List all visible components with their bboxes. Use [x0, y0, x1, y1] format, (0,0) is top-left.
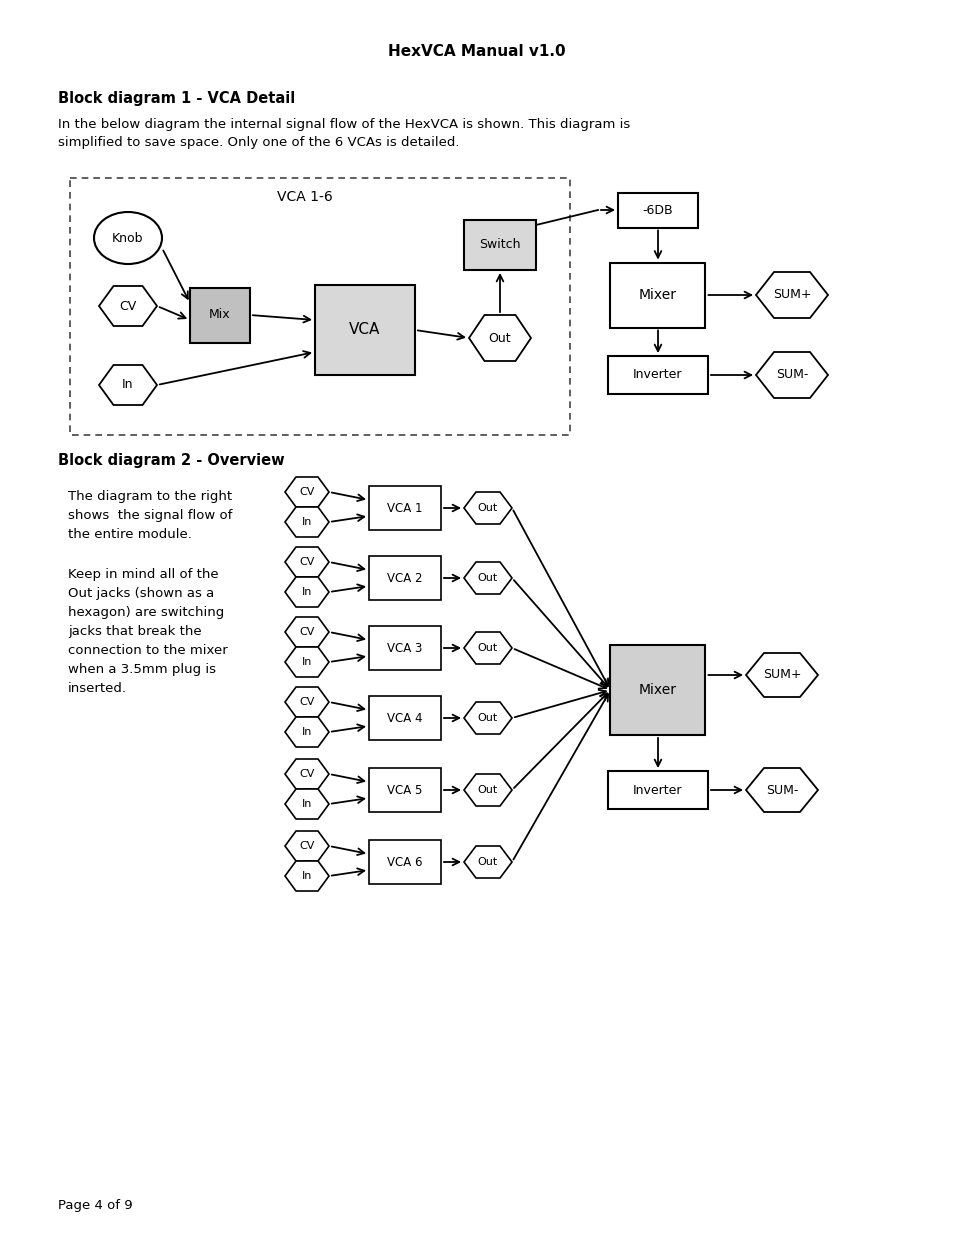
Polygon shape: [463, 846, 512, 878]
Text: Out: Out: [477, 713, 497, 722]
Text: -6DB: -6DB: [642, 204, 673, 216]
Text: Out: Out: [477, 785, 497, 795]
Text: In: In: [301, 657, 312, 667]
Text: In: In: [301, 799, 312, 809]
Text: Mix: Mix: [209, 309, 231, 321]
Text: VCA 6: VCA 6: [387, 856, 422, 868]
Polygon shape: [285, 760, 329, 789]
Polygon shape: [285, 687, 329, 718]
Bar: [607, 356, 707, 394]
Text: VCA 1: VCA 1: [387, 501, 422, 515]
Polygon shape: [285, 789, 329, 819]
Text: Page 4 of 9: Page 4 of 9: [58, 1198, 132, 1212]
Text: CV: CV: [119, 300, 136, 312]
Text: The diagram to the right
shows  the signal flow of
the entire module.: The diagram to the right shows the signa…: [68, 490, 233, 541]
Polygon shape: [285, 861, 329, 890]
Text: In: In: [301, 517, 312, 527]
Text: CV: CV: [299, 769, 314, 779]
Text: Block diagram 2 - Overview: Block diagram 2 - Overview: [58, 452, 284, 468]
Polygon shape: [285, 477, 329, 508]
Text: CV: CV: [299, 627, 314, 637]
Bar: [369, 487, 440, 530]
Text: VCA 2: VCA 2: [387, 572, 422, 584]
Bar: [618, 193, 698, 227]
Polygon shape: [463, 774, 512, 806]
Bar: [610, 263, 705, 327]
Polygon shape: [463, 632, 512, 664]
Bar: [369, 556, 440, 600]
Text: Block diagram 1 - VCA Detail: Block diagram 1 - VCA Detail: [58, 90, 294, 105]
Bar: [369, 626, 440, 671]
Polygon shape: [285, 647, 329, 677]
Text: Keep in mind all of the
Out jacks (shown as a
hexagon) are switching
jacks that : Keep in mind all of the Out jacks (shown…: [68, 568, 228, 695]
Text: In: In: [301, 587, 312, 597]
Text: SUM+: SUM+: [772, 289, 810, 301]
Text: VCA 5: VCA 5: [387, 783, 422, 797]
Text: In: In: [301, 727, 312, 737]
Text: In: In: [122, 378, 133, 391]
Text: CV: CV: [299, 841, 314, 851]
Bar: [610, 645, 705, 735]
Text: VCA 4: VCA 4: [387, 711, 422, 725]
Polygon shape: [285, 718, 329, 747]
Text: VCA 3: VCA 3: [387, 641, 422, 655]
Text: Inverter: Inverter: [633, 368, 682, 382]
Polygon shape: [463, 562, 512, 594]
Polygon shape: [285, 547, 329, 577]
Bar: [607, 771, 707, 809]
Text: Inverter: Inverter: [633, 783, 682, 797]
Text: Mixer: Mixer: [639, 683, 677, 697]
Text: HexVCA Manual v1.0: HexVCA Manual v1.0: [388, 44, 565, 59]
Polygon shape: [99, 366, 157, 405]
Text: CV: CV: [299, 557, 314, 567]
Bar: [463, 220, 536, 270]
Text: SUM-: SUM-: [765, 783, 798, 797]
Polygon shape: [99, 287, 157, 326]
Polygon shape: [285, 508, 329, 537]
Text: In the below diagram the internal signal flow of the HexVCA is shown. This diagr: In the below diagram the internal signal…: [58, 119, 630, 149]
Polygon shape: [285, 577, 329, 606]
Text: Knob: Knob: [112, 231, 144, 245]
Text: VCA: VCA: [349, 322, 380, 337]
Text: Out: Out: [477, 573, 497, 583]
Ellipse shape: [94, 212, 162, 264]
Polygon shape: [469, 315, 531, 361]
Bar: [70, 178, 569, 435]
Text: VCA 1-6: VCA 1-6: [276, 190, 333, 204]
Bar: [369, 697, 440, 740]
Polygon shape: [463, 701, 512, 734]
Text: Out: Out: [477, 643, 497, 653]
Bar: [369, 840, 440, 884]
Bar: [369, 768, 440, 811]
Polygon shape: [745, 653, 817, 697]
Polygon shape: [755, 272, 827, 317]
Polygon shape: [745, 768, 817, 811]
Text: SUM+: SUM+: [762, 668, 801, 682]
Text: SUM-: SUM-: [775, 368, 807, 382]
Text: Out: Out: [477, 857, 497, 867]
Text: Mixer: Mixer: [639, 288, 677, 303]
Text: Switch: Switch: [478, 238, 520, 252]
Text: CV: CV: [299, 697, 314, 706]
Text: In: In: [301, 871, 312, 881]
Polygon shape: [285, 618, 329, 647]
Text: Out: Out: [477, 503, 497, 513]
Bar: [314, 285, 415, 375]
Polygon shape: [755, 352, 827, 398]
Polygon shape: [463, 492, 512, 524]
Polygon shape: [285, 831, 329, 861]
Bar: [190, 288, 250, 342]
Text: Out: Out: [488, 331, 511, 345]
Text: CV: CV: [299, 487, 314, 496]
